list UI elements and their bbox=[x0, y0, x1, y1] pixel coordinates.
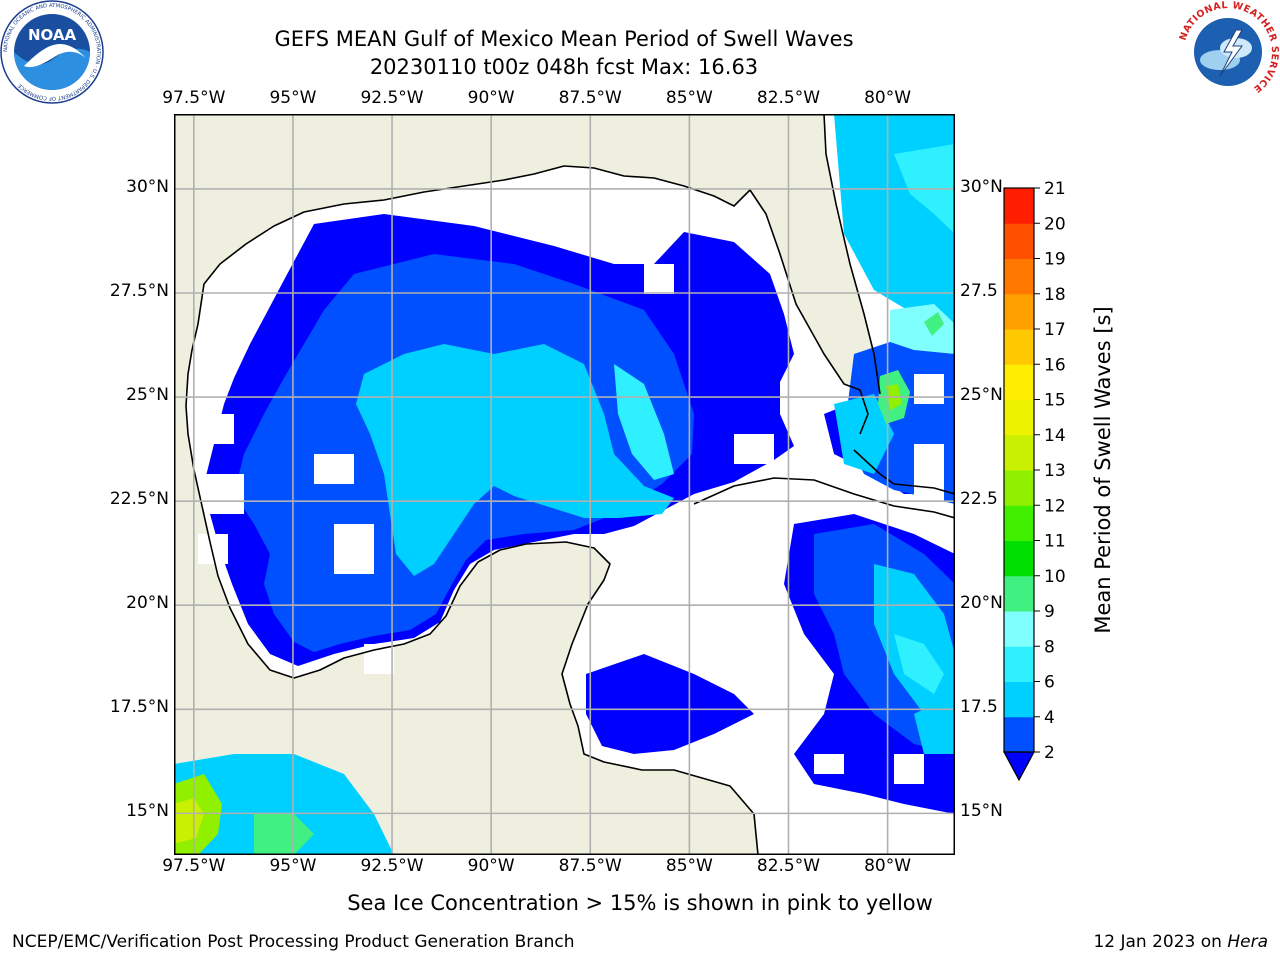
lon-label-bottom: 85°W bbox=[665, 856, 713, 876]
map-title: GEFS MEAN Gulf of Mexico Mean Period of … bbox=[274, 27, 854, 51]
lat-label-right: 17.5 bbox=[960, 697, 998, 718]
colorbar-tick-label: 21 bbox=[1044, 180, 1066, 199]
lat-label-left: 15°N bbox=[126, 801, 169, 822]
footer-date: 12 Jan 2023 on Hera bbox=[1093, 932, 1268, 952]
swell-field-low-patches bbox=[198, 264, 944, 784]
colorbar-tick-label: 10 bbox=[1044, 567, 1066, 587]
lon-label-top: 97.5°W bbox=[162, 88, 226, 108]
lat-label-right: 20°N bbox=[960, 593, 1003, 614]
footer-date-text: 12 Jan 2023 on bbox=[1093, 932, 1228, 952]
colorbar-swatches bbox=[1002, 187, 1036, 782]
lon-label-bottom: 90°W bbox=[467, 856, 515, 876]
lon-label-top: 87.5°W bbox=[558, 88, 622, 108]
lon-label-top: 80°W bbox=[864, 88, 912, 108]
coastline bbox=[185, 114, 955, 855]
lat-label-left: 30°N bbox=[126, 176, 169, 197]
map-frame bbox=[174, 114, 955, 855]
colorbar-swatch bbox=[1004, 188, 1034, 224]
sea-ice-caption: Sea Ice Concentration > 15% is shown in … bbox=[347, 891, 933, 915]
colorbar-swatch bbox=[1004, 223, 1034, 259]
lat-label-right: 27.5 bbox=[960, 281, 998, 301]
nws-logo: NATIONAL WEATHER SERVICE bbox=[1178, 0, 1280, 102]
colorbar-swatch bbox=[1004, 258, 1034, 295]
colorbar-tick-label: 18 bbox=[1044, 285, 1066, 305]
graticule bbox=[174, 114, 955, 855]
colorbar-swatch bbox=[1004, 434, 1034, 471]
colorbar-swatch bbox=[1004, 329, 1034, 365]
map-subtitle: 20230110 t00z 048h fcst Max: 16.63 bbox=[369, 55, 759, 79]
colorbar-extend-arrow bbox=[1002, 751, 1036, 782]
lat-label-left: 20°N bbox=[126, 593, 169, 614]
lon-label-bottom: 80°W bbox=[864, 856, 912, 876]
colorbar-tick-label: 6 bbox=[1044, 673, 1055, 693]
colorbar-tick-label: 20 bbox=[1044, 214, 1066, 234]
noaa-logo-text: NOAA bbox=[28, 26, 77, 44]
colorbar: 2 4 6 8 9 10 11 12 13 14 15 16 17 18 19 20 21 Mean Perio… bbox=[1002, 180, 1115, 782]
colorbar-swatch bbox=[1004, 611, 1034, 647]
colorbar-swatch bbox=[1004, 364, 1034, 400]
lat-label-left: 27.5°N bbox=[109, 281, 169, 301]
lat-label-right: 22.5 bbox=[960, 489, 998, 510]
footer-credit: NCEP/EMC/Verification Post Processing Pr… bbox=[12, 932, 575, 952]
colorbar-swatch bbox=[1004, 540, 1034, 577]
lon-label-bottom: 95°W bbox=[269, 856, 317, 876]
colorbar-tick-label: 16 bbox=[1044, 355, 1066, 375]
colorbar-tick-label: 15 bbox=[1044, 391, 1066, 411]
colorbar-tick-label: 12 bbox=[1044, 496, 1066, 516]
colorbar-tick-label: 9 bbox=[1044, 602, 1055, 622]
footer-host: Hera bbox=[1227, 932, 1268, 952]
lat-label-left: 25°N bbox=[126, 385, 169, 406]
colorbar-swatch bbox=[1004, 646, 1034, 682]
colorbar-swatch bbox=[1004, 681, 1034, 718]
colorbar-tick-label: 14 bbox=[1044, 426, 1066, 446]
colorbar-tick-label: 19 bbox=[1044, 250, 1066, 270]
colorbar-swatch bbox=[1004, 716, 1034, 753]
noaa-logo: NATIONAL OCEANIC AND ATMOSPHERIC ADMINIS… bbox=[0, 0, 104, 104]
colorbar-swatch bbox=[1004, 470, 1034, 506]
lon-label-top: 82.5°W bbox=[756, 88, 821, 108]
lon-label-bottom: 87.5°W bbox=[558, 856, 622, 876]
colorbar-ticks: 2 4 6 8 9 10 11 12 13 14 15 16 17 18 19 20 21 bbox=[1034, 180, 1066, 763]
colorbar-swatch bbox=[1004, 575, 1034, 612]
colorbar-tick-label: 8 bbox=[1044, 637, 1055, 657]
swell-field-pacific-green bbox=[254, 814, 314, 855]
lon-label-bottom: 97.5°W bbox=[162, 856, 226, 876]
map-panel bbox=[174, 114, 955, 855]
swell-field-13-15s bbox=[174, 798, 204, 844]
colorbar-tick-label: 17 bbox=[1044, 320, 1066, 340]
colorbar-tick-label: 2 bbox=[1044, 743, 1055, 763]
colorbar-tick-label: 13 bbox=[1044, 461, 1066, 481]
colorbar-label: Mean Period of Swell Waves [s] bbox=[1091, 306, 1115, 633]
lon-label-top: 85°W bbox=[665, 88, 713, 108]
lat-label-left: 22.5°N bbox=[109, 489, 169, 510]
lat-label-left: 17.5°N bbox=[109, 697, 169, 718]
colorbar-swatch bbox=[1004, 293, 1034, 330]
lon-label-top: 90°W bbox=[467, 88, 515, 108]
lon-label-top: 95°W bbox=[269, 88, 317, 108]
colorbar-swatch bbox=[1004, 399, 1034, 436]
lon-label-bottom: 92.5°W bbox=[360, 856, 424, 876]
lon-label-bottom: 82.5°W bbox=[756, 856, 821, 876]
colorbar-swatch bbox=[1004, 505, 1034, 541]
lon-label-top: 92.5°W bbox=[360, 88, 424, 108]
lat-label-right: 15°N bbox=[960, 801, 1003, 822]
colorbar-tick-label: 11 bbox=[1044, 532, 1066, 552]
lat-label-right: 30°N bbox=[960, 176, 1003, 197]
lat-label-right: 25°N bbox=[960, 385, 1003, 406]
colorbar-tick-label: 4 bbox=[1044, 708, 1055, 728]
